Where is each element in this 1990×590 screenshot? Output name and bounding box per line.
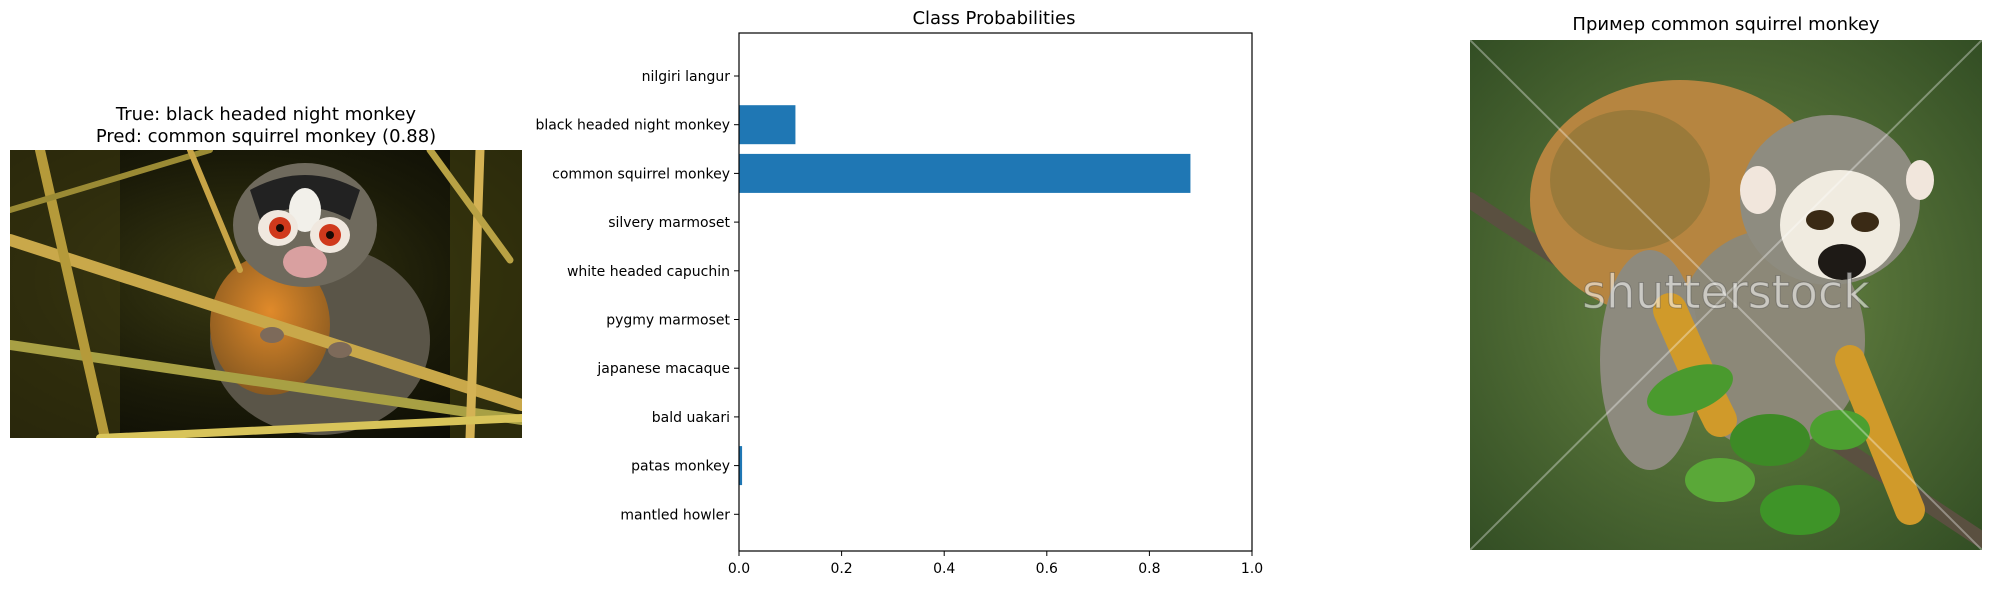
right-title: Пример common squirrel monkey	[1572, 14, 1880, 35]
left-title-line1: True: black headed night monkey	[115, 104, 417, 125]
y-tick-label: black headed night monkey	[535, 118, 730, 134]
y-tick-label: patas monkey	[631, 459, 730, 475]
watermark-text: shutterstock	[1582, 265, 1870, 319]
y-tick-label: silvery marmoset	[608, 215, 730, 231]
x-tick-label: 0.6	[1036, 561, 1058, 577]
plot-frame	[738, 32, 1253, 552]
y-tick-label: pygmy marmoset	[606, 313, 730, 329]
left-title-line2: Pred: common squirrel monkey (0.88)	[95, 126, 437, 147]
y-tick-label: japanese macaque	[596, 361, 730, 377]
y-tick-label: white headed capuchin	[567, 264, 730, 280]
x-tick-label: 0.4	[933, 561, 955, 577]
x-tick-label: 0.0	[728, 561, 750, 577]
chart-title: Class Probabilities	[912, 8, 1075, 29]
y-tick-label: nilgiri langur	[642, 69, 731, 85]
bar-common-squirrel-monkey	[739, 153, 1191, 193]
bar-black-headed-night-monkey	[739, 105, 796, 145]
x-tick-label: 0.2	[830, 561, 852, 577]
y-tick-label: mantled howler	[620, 507, 730, 523]
squirrel-monkey-photo: shutterstock	[1470, 40, 1982, 550]
night-monkey-photo	[10, 150, 522, 438]
y-tick-label: bald uakari	[652, 410, 730, 426]
bar-patas-monkey	[739, 446, 743, 486]
x-tick-label: 1.0	[1241, 561, 1263, 577]
x-tick-label: 0.8	[1138, 561, 1160, 577]
y-tick-label: common squirrel monkey	[552, 166, 730, 182]
